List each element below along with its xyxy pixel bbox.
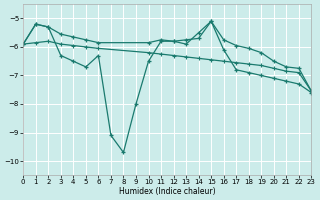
X-axis label: Humidex (Indice chaleur): Humidex (Indice chaleur): [119, 187, 216, 196]
